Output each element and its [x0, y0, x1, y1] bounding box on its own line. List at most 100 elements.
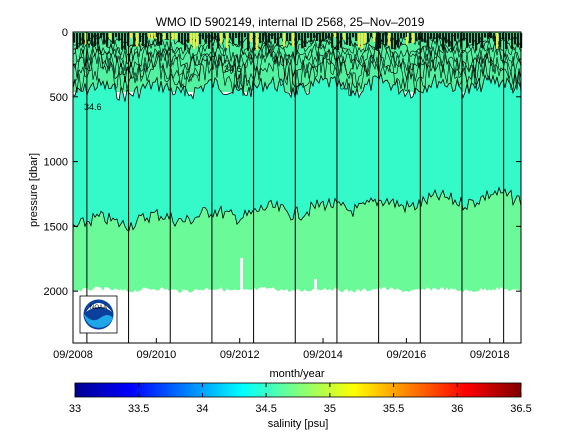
chart-title: WMO ID 5902149, internal ID 2568, 25–Nov…: [156, 15, 425, 29]
surface-cell: [307, 33, 310, 39]
contour-label-1: 34.6: [84, 102, 102, 112]
surface-cell: [340, 33, 343, 48]
x-axis-label: month/year: [269, 368, 324, 380]
colorbar-ticks: 33 33.5 34 34.5 35 35.5 36 36.5: [69, 383, 532, 415]
surface-cell: [379, 33, 382, 49]
surface-cell: [160, 33, 163, 46]
surface-cell: [517, 33, 520, 48]
surface-cell: [316, 33, 319, 41]
surface-cell: [202, 33, 205, 40]
colorbar-tick-label: 33: [69, 403, 81, 415]
plot-area: 34.6 34.6 NOAA: [72, 31, 523, 344]
surface-cell: [355, 33, 358, 42]
colorbar-tick-label: 36.5: [510, 403, 531, 415]
surface-cell: [193, 33, 196, 49]
surface-cell: [187, 33, 190, 43]
surface-cell: [205, 33, 208, 44]
surface-cell: [388, 33, 391, 46]
colorbar-gradient: [74, 382, 522, 398]
surface-cell: [79, 33, 82, 46]
surface-cell: [265, 33, 268, 46]
surface-cell: [172, 33, 175, 40]
surface-cell: [229, 33, 232, 39]
surface-cell: [142, 33, 145, 47]
surface-cell: [439, 33, 442, 39]
colorbar-tick-label: 34: [196, 403, 208, 415]
surface-cell: [190, 33, 193, 45]
surface-cell: [241, 33, 244, 49]
surface-cell: [184, 33, 187, 51]
surface-cell: [499, 33, 502, 48]
surface-cell: [469, 33, 472, 43]
surface-cell: [250, 33, 253, 43]
logo-text: NOAA: [90, 305, 107, 311]
y-tick-label: 2000: [44, 286, 68, 298]
contour-label-2: 34.6: [224, 64, 242, 74]
surface-cell: [82, 33, 85, 45]
surface-cell: [268, 33, 271, 43]
surface-cell: [331, 33, 334, 48]
surface-cell: [397, 33, 400, 48]
data-gap-spike-1: [240, 258, 243, 298]
surface-cell: [115, 33, 118, 38]
surface-cell: [346, 33, 349, 45]
surface-cell: [481, 33, 484, 48]
surface-cell: [349, 33, 352, 46]
y-tick-label: 0: [62, 27, 68, 39]
surface-cell: [466, 33, 469, 48]
surface-cell: [286, 33, 289, 42]
surface-cell: [373, 33, 376, 43]
surface-cell: [514, 33, 517, 45]
x-tick-label: 09/2018: [470, 349, 510, 361]
surface-cell: [151, 33, 154, 40]
surface-cell: [343, 33, 346, 40]
surface-cell: [430, 33, 433, 39]
surface-cell: [502, 33, 505, 40]
surface-cell: [166, 33, 169, 39]
logo-wave: [84, 314, 113, 328]
surface-cell: [448, 33, 451, 47]
y-axis: 0 500 1000 1500 2000: [44, 27, 521, 298]
surface-cell: [91, 33, 94, 46]
surface-cell: [301, 33, 304, 49]
surface-cell: [382, 33, 385, 43]
y-tick-label: 1500: [44, 221, 68, 233]
surface-cell: [175, 33, 178, 40]
surface-cell: [118, 33, 121, 41]
surface-cell: [130, 33, 133, 39]
surface-cell: [238, 33, 241, 44]
surface-contour-line: [72, 41, 522, 72]
colorbar-tick-label: 36: [451, 403, 463, 415]
plot-frame: [72, 31, 522, 344]
surface-cell: [484, 33, 487, 38]
surface-cell: [337, 33, 340, 51]
surface-cell: [136, 33, 139, 47]
surface-cell: [157, 33, 160, 45]
surface-cell: [178, 33, 181, 43]
surface-cell: [148, 33, 151, 39]
data-gap-bottom: [73, 286, 521, 343]
surface-cell: [412, 33, 415, 43]
surface-cell: [403, 33, 406, 38]
surface-cell: [103, 33, 106, 45]
surface-cell: [325, 33, 328, 40]
surface-cell: [451, 33, 454, 51]
surface-cell: [445, 33, 448, 44]
contour-upper: [72, 72, 522, 102]
surface-cell: [496, 33, 499, 49]
surface-cell: [454, 33, 457, 42]
surface-cell: [358, 33, 361, 48]
surface-cell: [280, 33, 283, 38]
x-tick-label: 09/2016: [387, 349, 427, 361]
colorbar-tick-label: 33.5: [128, 403, 149, 415]
surface-cell: [124, 33, 127, 50]
colorbar-tick-label: 35: [324, 403, 336, 415]
surface-cell: [139, 33, 142, 42]
surface-cell: [328, 33, 331, 39]
surface-cell: [415, 33, 418, 42]
surface-cell: [418, 33, 421, 40]
x-tick-label: 09/2008: [53, 349, 93, 361]
y-tick-label: 1000: [44, 157, 68, 169]
surface-cell: [133, 33, 136, 47]
